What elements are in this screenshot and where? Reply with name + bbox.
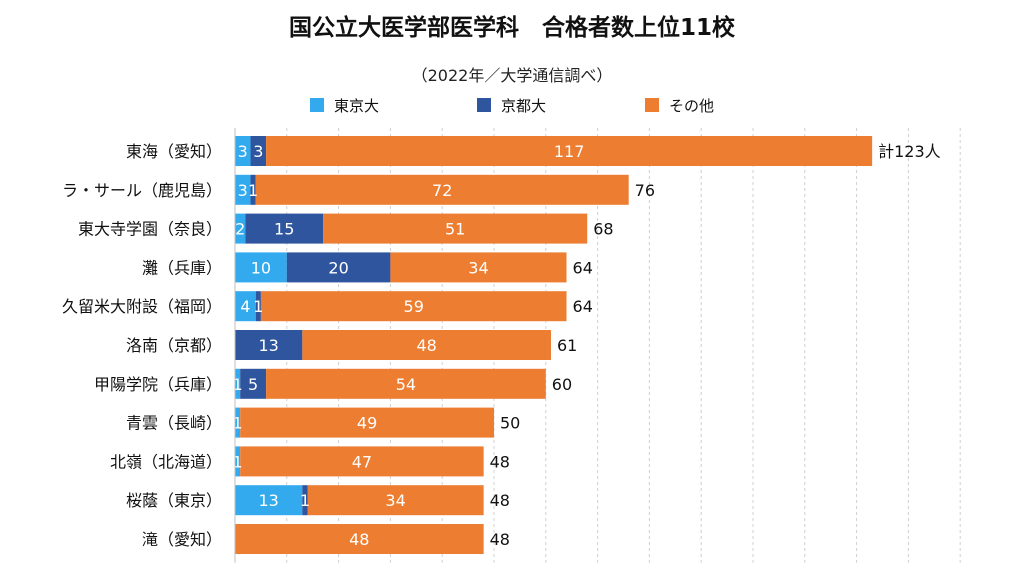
data-label: 13 <box>258 491 278 510</box>
bar-segment <box>235 174 251 205</box>
bar-segment <box>307 485 484 516</box>
bar-segment <box>240 407 494 438</box>
bar-segment <box>390 252 567 283</box>
category-label: 東大寺学園（奈良） <box>78 220 222 239</box>
total-label: 61 <box>557 336 577 355</box>
total-label: 68 <box>593 220 613 239</box>
data-label: 3 <box>238 142 248 161</box>
legend-label-tokyo: 東京大 <box>334 96 380 115</box>
data-label: 1 <box>253 297 263 316</box>
bar-segment <box>255 291 261 322</box>
data-label: 1 <box>300 491 310 510</box>
data-label: 2 <box>235 220 245 239</box>
data-label: 20 <box>328 258 348 277</box>
data-label: 48 <box>416 336 436 355</box>
category-label: 久留米大附設（福岡） <box>62 297 222 316</box>
bar-segment <box>250 174 256 205</box>
bar-segment <box>302 330 551 360</box>
legend-swatch-kyoto <box>477 98 491 112</box>
total-label: 76 <box>635 181 655 200</box>
legend: 東京大 京都大 その他 <box>300 94 760 116</box>
bar-segment <box>235 213 246 244</box>
data-label: 49 <box>357 414 377 433</box>
category-label: 甲陽学院（兵庫） <box>94 375 222 394</box>
data-label: 1 <box>248 181 258 200</box>
data-label: 10 <box>251 258 271 277</box>
data-label: 59 <box>404 297 424 316</box>
data-label: 34 <box>468 258 488 277</box>
data-label: 15 <box>274 220 294 239</box>
data-label: 51 <box>445 220 465 239</box>
bar-segment <box>250 136 267 166</box>
bars <box>235 136 873 554</box>
bar-segment <box>235 407 241 438</box>
data-label: 13 <box>258 336 278 355</box>
bar-segment <box>235 330 303 360</box>
data-label: 54 <box>396 375 416 394</box>
bar-segment <box>240 368 267 399</box>
data-label: 1 <box>232 375 242 394</box>
bar-segment <box>323 213 588 244</box>
bar-segment <box>235 368 241 399</box>
data-label: 4 <box>240 297 250 316</box>
data-label: 48 <box>349 530 369 549</box>
legend-item-kyoto: 京都大 <box>477 94 546 116</box>
data-label: 34 <box>385 491 405 510</box>
total-label: 60 <box>552 375 572 394</box>
bar-segment <box>266 136 873 166</box>
data-label: 3 <box>238 181 248 200</box>
legend-swatch-other <box>645 98 659 112</box>
data-label: 72 <box>432 181 452 200</box>
data-label: 1 <box>232 452 242 471</box>
total-label: 48 <box>490 530 510 549</box>
total-label: 64 <box>573 258 593 277</box>
chart-title: 国公立大医学部医学科 合格者数上位11校 <box>288 15 735 41</box>
total-label: 48 <box>490 491 510 510</box>
bar-segment <box>235 136 251 166</box>
bar-segment <box>235 524 484 554</box>
category-label: 灘（兵庫） <box>142 258 222 277</box>
bar-segment <box>240 446 484 477</box>
bar-segment <box>266 368 546 399</box>
legend-label-other: その他 <box>669 96 715 115</box>
category-label: 北嶺（北海道） <box>110 452 222 471</box>
data-label: 1 <box>232 414 242 433</box>
chart-subtitle: （2022年／大学通信調べ） <box>411 66 613 85</box>
total-label: 48 <box>490 452 510 471</box>
bar-segment <box>235 252 287 283</box>
legend-swatch-tokyo <box>310 98 324 112</box>
legend-label-kyoto: 京都大 <box>501 96 547 115</box>
bar-segment <box>235 485 303 516</box>
bar-segment <box>260 291 567 322</box>
bar-segment <box>302 485 308 516</box>
legend-item-tokyo: 東京大 <box>310 94 379 116</box>
bar-segment <box>235 446 241 477</box>
total-label: 計123人 <box>878 142 941 161</box>
bar-segment <box>255 174 629 205</box>
data-label: 3 <box>253 142 263 161</box>
data-label: 5 <box>248 375 258 394</box>
bar-segment <box>286 252 391 283</box>
total-label: 64 <box>573 297 593 316</box>
category-label: ラ・サール（鹿児島） <box>62 181 222 200</box>
bar-segment <box>245 213 324 244</box>
category-label: 青雲（長崎） <box>126 414 222 433</box>
category-label: 桜蔭（東京） <box>126 491 222 510</box>
total-label: 50 <box>500 414 520 433</box>
category-label: 洛南（京都） <box>126 336 222 355</box>
category-label: 東海（愛知） <box>126 142 222 161</box>
bar-segment <box>235 291 256 322</box>
legend-item-other: その他 <box>645 94 714 116</box>
data-label: 47 <box>352 452 372 471</box>
data-label: 117 <box>554 142 585 161</box>
category-label: 滝（愛知） <box>142 530 222 549</box>
